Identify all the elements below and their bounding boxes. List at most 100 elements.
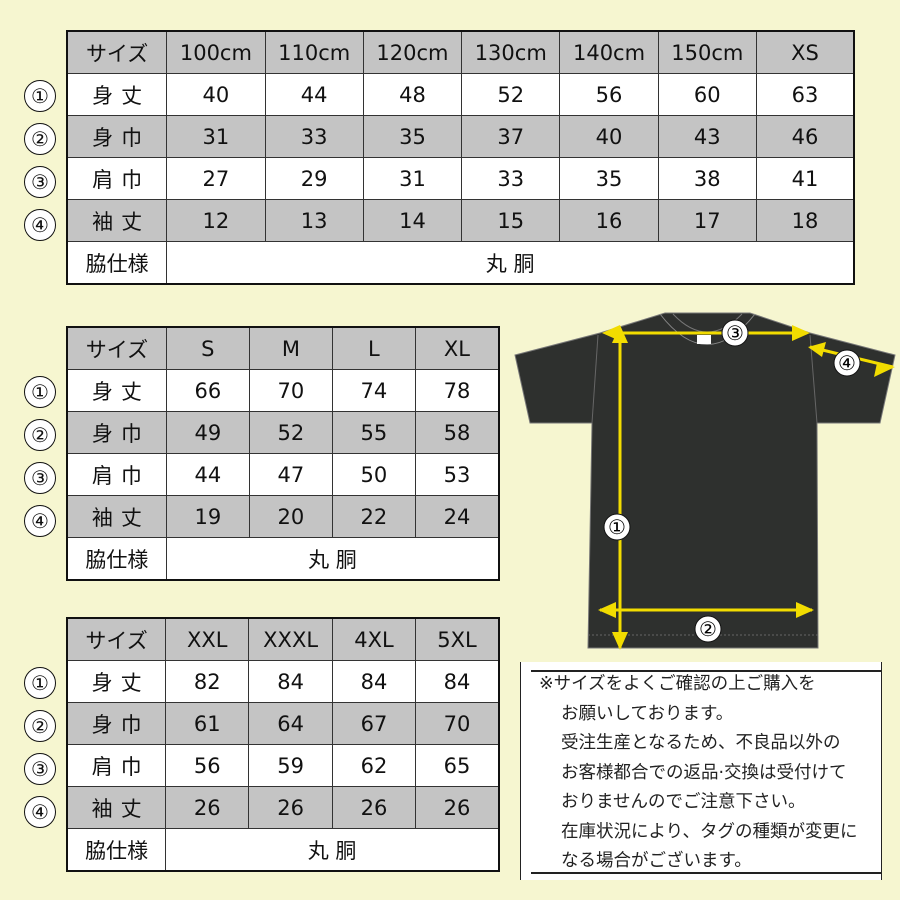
header-size: XXL — [165, 617, 250, 661]
header-size-label: サイズ — [66, 326, 167, 370]
table-cell: 65 — [414, 744, 500, 787]
table-cell: 18 — [755, 199, 855, 242]
table-cell: 12 — [166, 199, 266, 242]
footer-value: 丸 胴 — [165, 537, 500, 581]
table-cell: 74 — [331, 369, 416, 412]
row-number-marker: ③ — [24, 462, 56, 494]
table-cell: 61 — [165, 702, 250, 745]
svg-text:①: ① — [608, 515, 626, 539]
table-cell: 49 — [165, 411, 250, 454]
note-line: 在庫状況により、タグの種類が変更に — [561, 821, 858, 842]
table-row: 身丈 82 84 84 84 — [66, 660, 500, 703]
table-cell: 63 — [755, 73, 855, 116]
table-cell: 33 — [461, 157, 561, 200]
footer-row: 脇仕様丸 胴 — [66, 828, 500, 872]
note-line: ※サイズをよくご確認の上ご購入を — [539, 674, 816, 694]
table-cell: 35 — [559, 157, 659, 200]
size-table: サイズ S M L XL 身丈 66 70 74 78 身巾 49 52 55 58 肩巾 44 47 50 53 袖丈… — [66, 326, 500, 581]
size-table: サイズ XXL XXXL 4XL 5XL 身丈 82 84 84 84 身巾 61 64 67 70 肩巾 56… — [66, 617, 500, 872]
row-number-marker: ③ — [24, 753, 56, 785]
table-cell: 62 — [331, 744, 416, 787]
table-cell: 82 — [165, 660, 250, 703]
row-number-marker: ④ — [24, 796, 56, 828]
header-size: 130cm — [461, 30, 561, 74]
table-row: 袖丈 19 20 22 24 — [66, 495, 500, 538]
divider — [531, 872, 881, 874]
table-row: 肩巾 27 29 31 33 35 38 41 — [66, 157, 855, 200]
row-label: 肩巾 — [66, 157, 168, 200]
table-cell: 52 — [461, 73, 561, 116]
tag-label — [697, 335, 711, 344]
table-cell: 13 — [264, 199, 364, 242]
header-size: M — [248, 326, 333, 370]
row-label: 袖丈 — [66, 199, 168, 242]
marker-3: ③ — [721, 319, 749, 347]
row-number-marker: ① — [24, 80, 56, 112]
row-label: 身丈 — [66, 660, 167, 703]
table-cell: 40 — [559, 115, 659, 158]
footer-row: 脇仕様丸 胴 — [66, 241, 855, 285]
table-cell: 70 — [414, 702, 500, 745]
table-cell: 19 — [165, 495, 250, 538]
table-cell: 84 — [414, 660, 500, 703]
table-cell: 44 — [264, 73, 364, 116]
table-cell: 29 — [264, 157, 364, 200]
note-line: 受注生産となるため、不良品以外の — [561, 733, 841, 753]
header-size-label: サイズ — [66, 617, 167, 661]
row-label: 身丈 — [66, 369, 167, 412]
header-size: 100cm — [166, 30, 266, 74]
marker-2: ② — [694, 615, 722, 643]
header-size: XS — [755, 30, 855, 74]
row-label: 身丈 — [66, 73, 168, 116]
header-row: サイズ S M L XL — [66, 326, 500, 370]
table-row: 袖丈 26 26 26 26 — [66, 786, 500, 829]
row-number-marker: ④ — [24, 505, 56, 537]
table-cell: 31 — [166, 115, 266, 158]
table-cell: 50 — [331, 453, 416, 496]
table-row: 肩巾 56 59 62 65 — [66, 744, 500, 787]
table-row: 身丈 66 70 74 78 — [66, 369, 500, 412]
table-cell: 47 — [248, 453, 333, 496]
header-size: L — [331, 326, 416, 370]
table-cell: 31 — [362, 157, 463, 200]
footer-label: 脇仕様 — [66, 537, 167, 581]
table-cell: 56 — [559, 73, 659, 116]
table-cell: 24 — [414, 495, 500, 538]
header-size: XXXL — [248, 617, 333, 661]
svg-text:②: ② — [699, 617, 717, 641]
table-row: 身丈 40 44 48 52 56 60 63 — [66, 73, 855, 116]
row-number-marker: ③ — [24, 166, 56, 198]
row-label: 袖丈 — [66, 495, 167, 538]
table-cell: 41 — [755, 157, 855, 200]
table-row: 身巾 61 64 67 70 — [66, 702, 500, 745]
footer-value: 丸 胴 — [165, 828, 500, 872]
table-cell: 53 — [414, 453, 500, 496]
table-cell: 15 — [461, 199, 561, 242]
row-number-marker: ② — [24, 123, 56, 155]
header-size: 150cm — [657, 30, 757, 74]
header-size-label: サイズ — [66, 30, 168, 74]
note-line: おりませんのでご注意下さい。 — [561, 792, 806, 812]
table-cell: 43 — [657, 115, 757, 158]
table-cell: 52 — [248, 411, 333, 454]
table-cell: 56 — [165, 744, 250, 787]
header-size: 5XL — [414, 617, 500, 661]
header-size: 110cm — [264, 30, 364, 74]
row-label: 身巾 — [66, 411, 167, 454]
table-row: 肩巾 44 47 50 53 — [66, 453, 500, 496]
measurement-arrows — [598, 325, 895, 650]
row-number-marker: ② — [24, 419, 56, 451]
table-cell: 37 — [461, 115, 561, 158]
table-cell: 20 — [248, 495, 333, 538]
table-cell: 26 — [331, 786, 416, 829]
table-cell: 44 — [165, 453, 250, 496]
table-cell: 59 — [248, 744, 333, 787]
table-row: 身巾 31 33 35 37 40 43 46 — [66, 115, 855, 158]
table-cell: 70 — [248, 369, 333, 412]
header-size: XL — [414, 326, 500, 370]
table-cell: 46 — [755, 115, 855, 158]
table-cell: 38 — [657, 157, 757, 200]
table-cell: 58 — [414, 411, 500, 454]
table-row: 袖丈 12 13 14 15 16 17 18 — [66, 199, 855, 242]
table-cell: 64 — [248, 702, 333, 745]
